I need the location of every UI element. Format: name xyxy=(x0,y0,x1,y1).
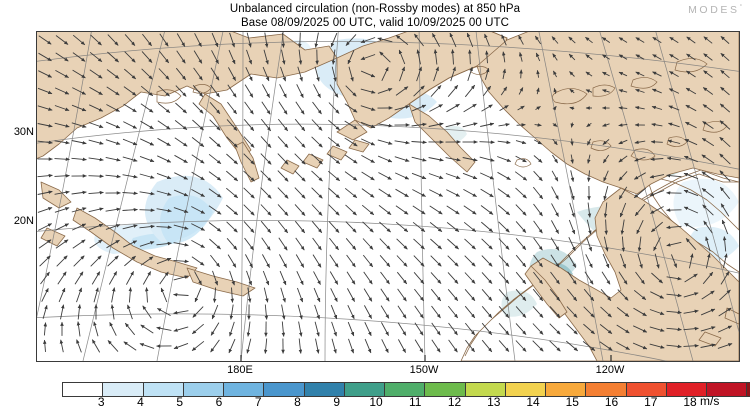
colorbar-tick-11: 11 xyxy=(400,395,430,409)
wind-arrow xyxy=(300,33,301,48)
colorbar-unit-label: m/s xyxy=(700,394,719,408)
modes-logo: MODES° xyxy=(688,4,742,16)
wind-arrow xyxy=(140,210,155,211)
title-line-1: Unbalanced circulation (non-Rossby modes… xyxy=(0,3,750,17)
colorbar-tick-13: 13 xyxy=(479,395,509,409)
colorbar-tick-7: 7 xyxy=(243,395,273,409)
colorbar-tick-17: 17 xyxy=(636,395,666,409)
map-panel[interactable] xyxy=(36,31,740,362)
colorbar-tick-4: 4 xyxy=(126,395,156,409)
colorbar-tick-3: 3 xyxy=(86,395,116,409)
colorbar-tick-6: 6 xyxy=(204,395,234,409)
modes-logo-mark: ° xyxy=(740,5,742,11)
colorbar-tick-14: 14 xyxy=(518,395,548,409)
lon-label-180e: 180E xyxy=(210,364,270,376)
colorbar-tick-9: 9 xyxy=(322,395,352,409)
colorbar-tick-12: 12 xyxy=(440,395,470,409)
lon-label-120w: 120W xyxy=(580,364,640,376)
colorbar-tick-8: 8 xyxy=(283,395,313,409)
colorbar-tick-15: 15 xyxy=(557,395,587,409)
wind-arrow xyxy=(521,70,522,79)
map-canvas xyxy=(37,32,739,361)
colorbar-tick-10: 10 xyxy=(361,395,391,409)
colorbar-tick-5: 5 xyxy=(165,395,195,409)
lat-label-30n: 30N xyxy=(0,126,34,138)
lat-label-20n: 20N xyxy=(0,215,34,227)
wind-arrow xyxy=(651,142,663,143)
wind-arrow xyxy=(517,125,526,126)
wind-arrow xyxy=(480,142,495,143)
wind-arrow xyxy=(89,176,104,177)
modes-logo-text: MODES xyxy=(688,4,740,16)
figure-title: Unbalanced circulation (non-Rossby modes… xyxy=(0,3,750,30)
lon-label-150w: 150W xyxy=(394,364,454,376)
title-line-2: Base 08/09/2025 00 UTC, valid 10/09/2025… xyxy=(0,17,750,31)
colorbar-tick-16: 16 xyxy=(597,395,627,409)
